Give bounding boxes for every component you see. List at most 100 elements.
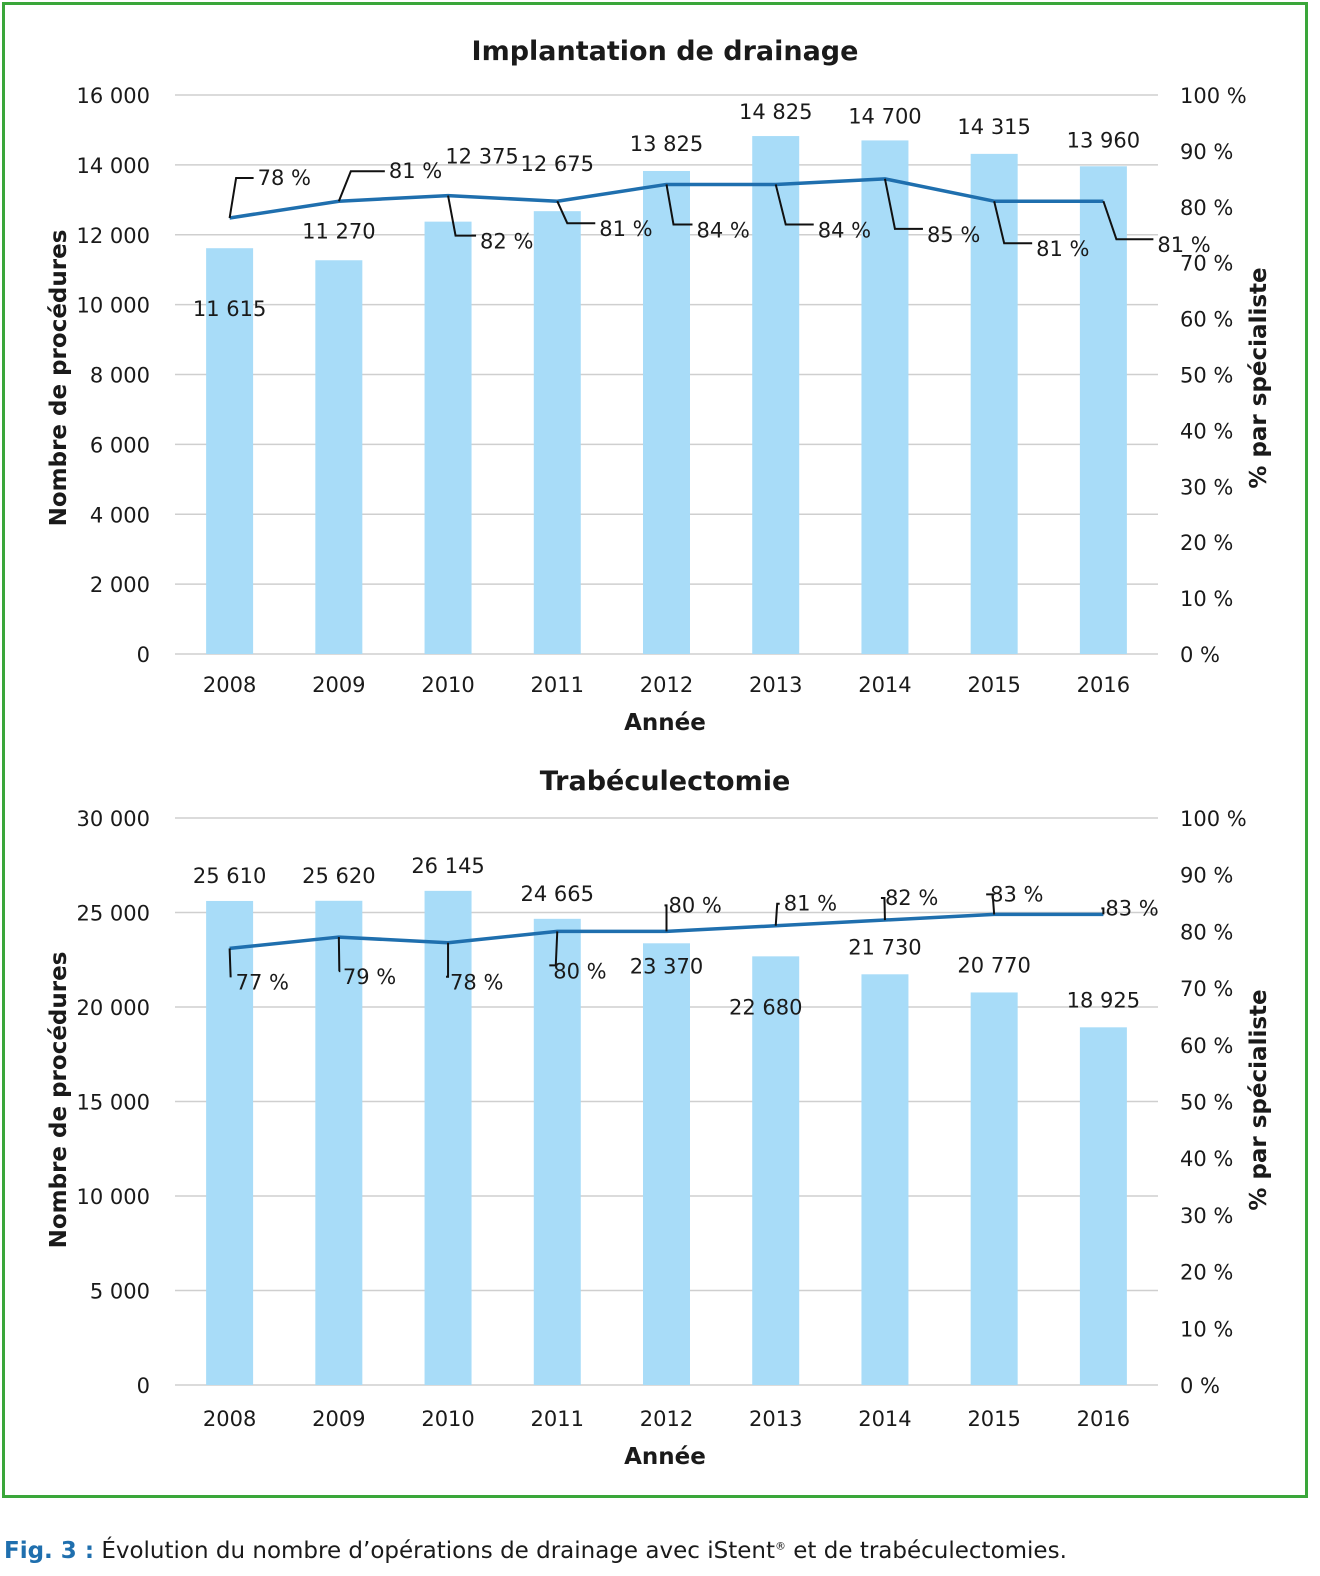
trab-y2-tick-label: 0 % (1180, 1374, 1220, 1398)
trab-value-label: 18 925 (1067, 988, 1140, 1012)
drainage-percent-leader (665, 184, 693, 226)
trab-x-tick-label: 2008 (203, 1407, 256, 1431)
drainage-bar (970, 153, 1018, 654)
drainage-value-label: 14 700 (848, 104, 921, 128)
drainage-y2-tick-label: 90 % (1180, 140, 1233, 164)
drainage-y2-tick-label: 80 % (1180, 196, 1233, 220)
drainage-chart-title: Implantation de drainage (472, 36, 859, 67)
drainage-y-tick-label: 16 000 (77, 84, 150, 108)
drainage-y2-tick-label: 20 % (1180, 531, 1233, 555)
drainage-value-label: 13 825 (630, 132, 703, 156)
drainage-percent-label: 85 % (927, 223, 980, 247)
drainage-y2-tick-label: 0 % (1180, 643, 1220, 667)
trab-value-label: 20 770 (957, 953, 1030, 977)
trab-percent-label: 81 % (784, 892, 837, 916)
trab-y2-tick-label: 100 % (1180, 807, 1247, 831)
drainage-bar (315, 260, 363, 654)
drainage-percent-leader (1102, 200, 1154, 241)
trab-bar (643, 943, 690, 1385)
trab-x-tick-label: 2012 (640, 1407, 693, 1431)
trab-percent-leader (549, 931, 559, 967)
drainage-percent-label: 81 % (599, 217, 652, 241)
trab-bar (1079, 1027, 1127, 1385)
drainage-y-tick-label: 4 000 (90, 503, 150, 527)
drainage-y-tick-label: 2 000 (90, 573, 150, 597)
drainage-value-label: 14 315 (957, 115, 1030, 139)
trab-y2-tick-label: 60 % (1180, 1034, 1233, 1058)
drainage-percent-leader (447, 195, 477, 237)
drainage-x-tick-label: 2016 (1077, 673, 1130, 697)
drainage-y-tick-label: 12 000 (77, 224, 150, 248)
drainage-y2-tick-label: 40 % (1180, 419, 1233, 443)
drainage-percent-label: 81 % (1036, 237, 1089, 261)
trab-chart-title: Trabéculectomie (540, 766, 791, 797)
drainage-percent-leader (993, 200, 1033, 245)
drainage-y2-tick-label: 100 % (1180, 84, 1247, 108)
trab-y-tick-label: 0 (137, 1374, 150, 1398)
drainage-percent-label: 84 % (697, 218, 750, 242)
trab-y2-tick-label: 90 % (1180, 864, 1233, 888)
trab-y-axis-title: Nombre de procédures (46, 952, 72, 1249)
trab-y2-tick-label: 50 % (1180, 1091, 1233, 1115)
trab-x-tick-label: 2014 (858, 1407, 911, 1431)
drainage-bar (533, 211, 581, 655)
trab-y-tick-label: 25 000 (77, 902, 150, 926)
drainage-y2-tick-label: 70 % (1180, 252, 1233, 276)
caption-registered-mark: ® (774, 1539, 786, 1553)
trab-percent-label: 80 % (669, 893, 722, 917)
drainage-percent-leader (774, 184, 814, 226)
drainage-bar (861, 140, 909, 654)
drainage-y2-tick-label: 50 % (1180, 364, 1233, 388)
drainage-value-label: 11 270 (302, 219, 375, 243)
drainage-y-tick-label: 0 (137, 643, 150, 667)
drainage-x-tick-label: 2010 (421, 673, 474, 697)
drainage-x-tick-label: 2011 (531, 673, 584, 697)
caption-text-after: et de trabéculectomies. (785, 1538, 1067, 1564)
trab-y-tick-label: 20 000 (77, 996, 150, 1020)
trab-value-label: 25 610 (193, 864, 266, 888)
trab-bar (970, 992, 1018, 1385)
trab-bar (315, 900, 363, 1385)
trab-percent-leader (228, 948, 232, 978)
trab-percent-leader (880, 897, 886, 921)
drainage-value-label: 13 960 (1067, 128, 1140, 152)
drainage-percent-leader (228, 176, 254, 219)
drainage-bar (424, 221, 472, 654)
trab-percent-label: 83 % (990, 882, 1043, 906)
trab-value-label: 26 145 (411, 854, 484, 878)
drainage-y2-tick-label: 60 % (1180, 308, 1233, 332)
figure-frame (2, 2, 1308, 1498)
trab-percent-label: 83 % (1105, 896, 1158, 920)
trab-x-axis-title: Année (624, 1444, 706, 1470)
figure-caption: Fig. 3 : Évolution du nombre d’opération… (4, 1538, 1067, 1564)
drainage-percent-leader (883, 178, 923, 230)
trab-y2-tick-label: 30 % (1180, 1204, 1233, 1228)
drainage-bar (643, 170, 690, 654)
trab-percent-label: 82 % (885, 886, 938, 910)
drainage-x-tick-label: 2008 (203, 673, 256, 697)
trab-x-tick-label: 2016 (1077, 1407, 1130, 1431)
drainage-bar (206, 248, 254, 655)
trab-x-tick-label: 2010 (421, 1407, 474, 1431)
trab-bar (206, 900, 254, 1385)
drainage-y2-tick-label: 10 % (1180, 587, 1233, 611)
caption-text-before: Évolution du nombre d’opérations de drai… (94, 1538, 775, 1564)
drainage-x-tick-label: 2015 (967, 673, 1020, 697)
trab-y2-tick-label: 80 % (1180, 920, 1233, 944)
trab-percent-leader (446, 942, 450, 978)
trab-bar (752, 956, 800, 1385)
trab-percent-leader (774, 902, 780, 926)
drainage-percent-label: 81 % (1157, 233, 1210, 257)
drainage-y2-tick-label: 30 % (1180, 475, 1233, 499)
trab-y-tick-label: 10 000 (77, 1185, 150, 1209)
trab-bar (861, 974, 909, 1385)
drainage-y-tick-label: 14 000 (77, 154, 150, 178)
trab-y-tick-label: 5 000 (90, 1280, 150, 1304)
drainage-x-tick-label: 2013 (749, 673, 802, 697)
drainage-y-tick-label: 8 000 (90, 364, 150, 388)
drainage-value-label: 12 675 (521, 152, 594, 176)
trab-percent-label: 80 % (553, 959, 606, 983)
drainage-value-label: 12 375 (445, 145, 518, 169)
trab-y2-tick-label: 70 % (1180, 977, 1233, 1001)
drainage-x-axis-title: Année (624, 710, 706, 736)
